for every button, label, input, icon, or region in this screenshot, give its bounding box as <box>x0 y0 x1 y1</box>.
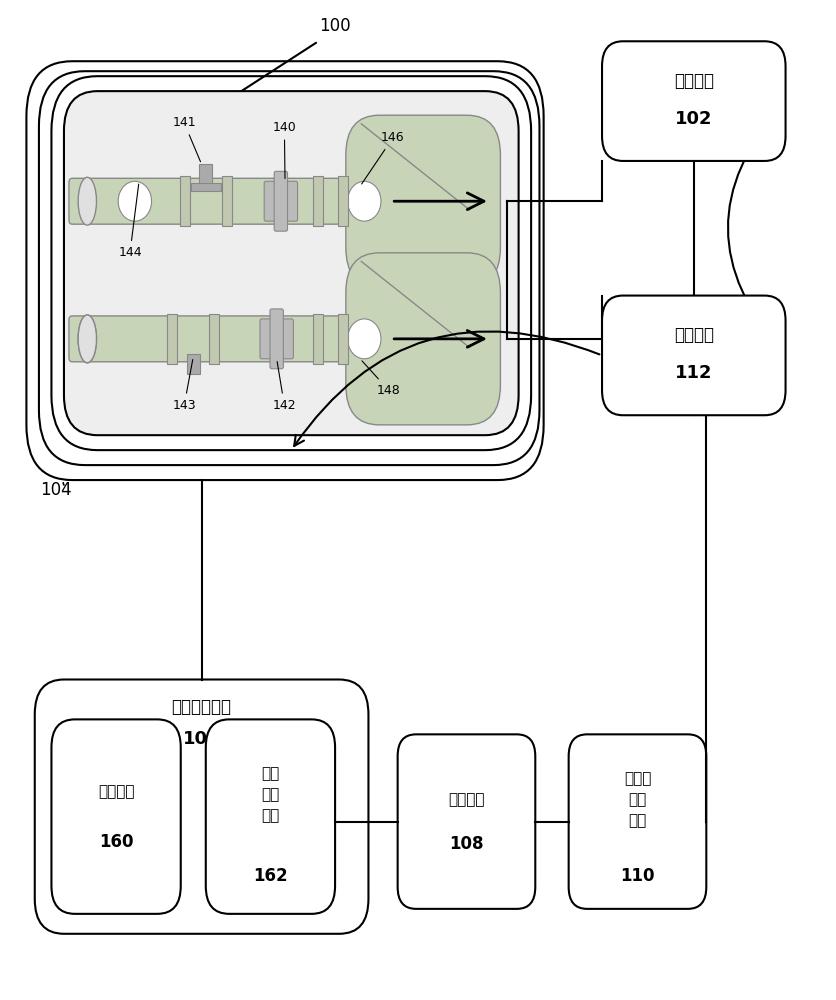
FancyBboxPatch shape <box>274 171 288 231</box>
FancyBboxPatch shape <box>27 61 543 480</box>
Bar <box>186 354 200 374</box>
Text: 热电机组: 热电机组 <box>673 72 713 90</box>
Bar <box>199 164 212 186</box>
Text: 模数
转换
装置: 模数 转换 装置 <box>261 766 279 823</box>
FancyBboxPatch shape <box>568 734 706 909</box>
Text: 信号转换装置: 信号转换装置 <box>171 698 232 716</box>
Text: 调整量
计算
装置: 调整量 计算 装置 <box>623 771 650 828</box>
Text: 监控装置: 监控装置 <box>448 792 484 807</box>
Circle shape <box>347 319 380 359</box>
FancyBboxPatch shape <box>206 719 334 914</box>
Text: 148: 148 <box>361 361 400 397</box>
Text: 110: 110 <box>619 867 654 885</box>
Text: 143: 143 <box>172 360 196 412</box>
Text: 滤波装置: 滤波装置 <box>98 784 135 799</box>
FancyBboxPatch shape <box>69 178 402 224</box>
Text: 141: 141 <box>172 116 201 162</box>
Text: 144: 144 <box>118 184 141 259</box>
FancyBboxPatch shape <box>69 316 402 362</box>
Bar <box>222 176 232 226</box>
FancyBboxPatch shape <box>39 71 539 465</box>
Bar <box>338 314 348 364</box>
Circle shape <box>118 181 151 221</box>
Bar <box>167 314 177 364</box>
Text: 162: 162 <box>252 867 288 885</box>
Bar <box>209 314 219 364</box>
FancyBboxPatch shape <box>51 76 531 450</box>
Bar <box>313 176 323 226</box>
FancyBboxPatch shape <box>345 253 500 425</box>
FancyBboxPatch shape <box>64 91 518 435</box>
Text: 100: 100 <box>319 17 350 35</box>
FancyBboxPatch shape <box>397 734 535 909</box>
Ellipse shape <box>78 177 96 225</box>
Text: 142: 142 <box>273 362 296 412</box>
FancyBboxPatch shape <box>264 181 297 221</box>
Circle shape <box>347 181 380 221</box>
Bar <box>180 176 190 226</box>
FancyBboxPatch shape <box>35 680 368 934</box>
FancyBboxPatch shape <box>601 41 785 161</box>
Text: 108: 108 <box>449 835 483 853</box>
Bar <box>313 314 323 364</box>
Text: 106: 106 <box>182 730 220 748</box>
Ellipse shape <box>78 315 96 363</box>
Text: 112: 112 <box>675 364 711 382</box>
Text: 104: 104 <box>40 481 71 499</box>
FancyBboxPatch shape <box>601 296 785 415</box>
FancyBboxPatch shape <box>260 319 293 359</box>
Text: 160: 160 <box>99 833 133 851</box>
Bar <box>338 176 348 226</box>
Bar <box>191 183 221 191</box>
FancyBboxPatch shape <box>51 719 181 914</box>
Ellipse shape <box>78 315 96 363</box>
FancyBboxPatch shape <box>270 309 283 369</box>
Text: 146: 146 <box>361 131 404 184</box>
Text: 140: 140 <box>273 121 296 179</box>
FancyBboxPatch shape <box>345 115 500 287</box>
Text: 102: 102 <box>675 110 711 128</box>
Text: 调节装置: 调节装置 <box>673 326 713 344</box>
